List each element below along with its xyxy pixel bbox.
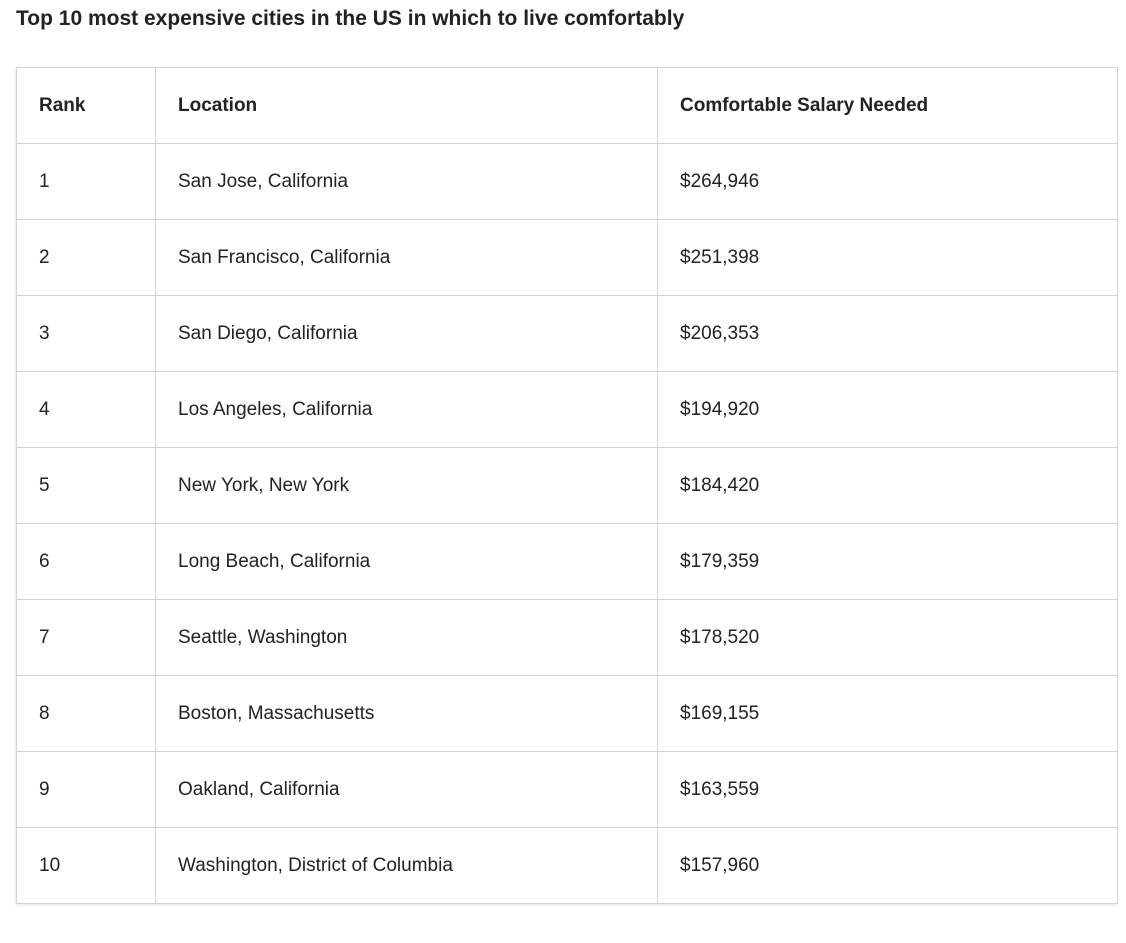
table-header-row: Rank Location Comfortable Salary Needed: [16, 67, 1118, 144]
location-cell: Seattle, Washington: [155, 599, 658, 676]
location-cell: Washington, District of Columbia: [155, 827, 658, 904]
table-row: 2 San Francisco, California $251,398: [16, 219, 1118, 296]
rank-cell: 8: [16, 675, 156, 752]
location-cell: Los Angeles, California: [155, 371, 658, 448]
salary-cell: $264,946: [657, 143, 1118, 220]
table-row: 4 Los Angeles, California $194,920: [16, 371, 1118, 448]
header-salary: Comfortable Salary Needed: [657, 67, 1118, 144]
salary-cell: $178,520: [657, 599, 1118, 676]
location-cell: San Francisco, California: [155, 219, 658, 296]
salary-cell: $184,420: [657, 447, 1118, 524]
salary-cell: $157,960: [657, 827, 1118, 904]
salary-cell: $251,398: [657, 219, 1118, 296]
rank-cell: 4: [16, 371, 156, 448]
header-location: Location: [155, 67, 658, 144]
location-cell: New York, New York: [155, 447, 658, 524]
location-cell: Boston, Massachusetts: [155, 675, 658, 752]
salary-cell: $163,559: [657, 751, 1118, 828]
rank-cell: 5: [16, 447, 156, 524]
cities-table-container: Rank Location Comfortable Salary Needed …: [16, 67, 1118, 904]
location-cell: Long Beach, California: [155, 523, 658, 600]
rank-cell: 3: [16, 295, 156, 372]
table-row: 7 Seattle, Washington $178,520: [16, 599, 1118, 676]
table-row: 9 Oakland, California $163,559: [16, 751, 1118, 828]
page-title: Top 10 most expensive cities in the US i…: [16, 7, 685, 30]
cities-table: Rank Location Comfortable Salary Needed …: [16, 67, 1118, 904]
salary-cell: $179,359: [657, 523, 1118, 600]
table-row: 3 San Diego, California $206,353: [16, 295, 1118, 372]
rank-cell: 7: [16, 599, 156, 676]
rank-cell: 6: [16, 523, 156, 600]
table-row: 1 San Jose, California $264,946: [16, 143, 1118, 220]
salary-cell: $169,155: [657, 675, 1118, 752]
header-rank: Rank: [16, 67, 156, 144]
rank-cell: 2: [16, 219, 156, 296]
location-cell: Oakland, California: [155, 751, 658, 828]
location-cell: San Jose, California: [155, 143, 658, 220]
rank-cell: 9: [16, 751, 156, 828]
table-row: 5 New York, New York $184,420: [16, 447, 1118, 524]
salary-cell: $194,920: [657, 371, 1118, 448]
salary-cell: $206,353: [657, 295, 1118, 372]
rank-cell: 10: [16, 827, 156, 904]
location-cell: San Diego, California: [155, 295, 658, 372]
table-row: 10 Washington, District of Columbia $157…: [16, 827, 1118, 904]
table-row: 6 Long Beach, California $179,359: [16, 523, 1118, 600]
table-row: 8 Boston, Massachusetts $169,155: [16, 675, 1118, 752]
rank-cell: 1: [16, 143, 156, 220]
